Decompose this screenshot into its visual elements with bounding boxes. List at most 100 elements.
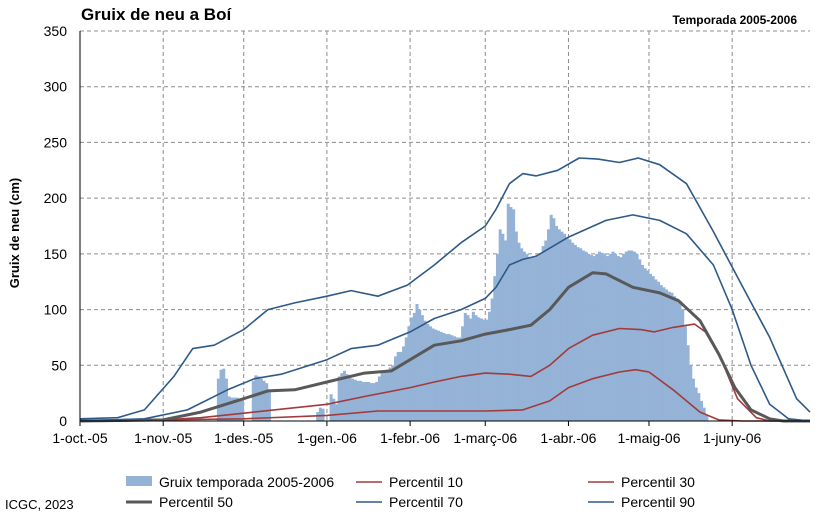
snow-depth-bar	[667, 291, 671, 421]
chart-title: Gruix de neu a Boí	[81, 5, 232, 24]
snow-depth-bar	[216, 378, 220, 421]
snow-depth-bar	[498, 229, 502, 421]
legend-swatch	[126, 476, 152, 486]
snow-depth-bar	[546, 229, 551, 421]
snow-depth-bar	[576, 247, 580, 421]
legend-label: Gruix temporada 2005-2006	[159, 474, 334, 490]
snow-depth-bar	[431, 328, 435, 421]
snow-depth-bar	[530, 257, 534, 421]
snow-depth-bar	[528, 257, 532, 421]
snow-depth-bar	[673, 296, 677, 421]
snow-depth-bar	[482, 319, 486, 421]
x-tick-label: 1-març-06	[453, 430, 517, 446]
snow-depth-bar	[600, 252, 604, 421]
snow-depth-bar	[369, 383, 373, 421]
snow-depth-bar	[439, 331, 443, 421]
snow-depth-bar	[407, 326, 411, 421]
snow-depth-bar	[442, 332, 446, 421]
snow-depth-bar	[224, 378, 228, 421]
snow-depth-bar	[635, 253, 639, 421]
snow-depth-bar	[375, 382, 379, 421]
snow-depth-bar	[571, 242, 575, 421]
legend-label: Percentil 90	[621, 494, 695, 510]
snow-depth-bar	[356, 380, 360, 421]
snow-depth-bar	[606, 256, 610, 421]
snow-depth-bar	[487, 311, 491, 421]
snow-depth-bar	[434, 329, 438, 421]
snow-depth-bar	[603, 253, 607, 421]
snow-depth-bar	[536, 256, 540, 421]
snow-depth-bar	[385, 369, 389, 421]
snow-depth-bar	[573, 244, 577, 421]
y-tick-label: 300	[44, 79, 68, 95]
snow-depth-bar	[493, 276, 497, 421]
snow-depth-bar	[436, 330, 440, 421]
y-tick-label: 150	[44, 246, 68, 262]
snow-depth-bar	[388, 367, 392, 421]
snow-depth-bar	[560, 231, 564, 421]
series-line-percentil-10	[79, 368, 810, 422]
snow-depth-bar	[399, 351, 403, 421]
snow-depth-bar	[595, 253, 599, 421]
snow-depth-bar	[396, 351, 400, 421]
snow-depth-bar	[477, 317, 481, 421]
snow-depth-bar	[410, 317, 414, 421]
snow-depth-bar	[659, 285, 663, 421]
snow-depth-bar	[538, 253, 542, 421]
snow-depth-bar	[622, 253, 626, 421]
snow-depth-bar	[520, 248, 524, 421]
snow-depth-bar	[404, 337, 408, 421]
snow-depth-bar	[608, 253, 612, 421]
snow-depth-bar	[420, 315, 424, 421]
snow-depth-bar	[646, 270, 650, 421]
snow-depth-bar	[495, 253, 500, 421]
snow-depth-bar	[353, 379, 357, 421]
snow-depth-bar	[474, 315, 478, 421]
x-tick-label: 1-abr.-06	[540, 430, 596, 446]
snow-depth-bar	[359, 380, 363, 421]
snow-depth-bar	[351, 378, 355, 421]
legend-label: Percentil 50	[159, 494, 233, 510]
snow-depth-bar	[552, 218, 556, 421]
snow-depth-bar	[372, 383, 376, 421]
snow-depth-bar	[651, 276, 655, 421]
legend-label: Percentil 10	[389, 474, 463, 490]
snow-depth-bar	[423, 320, 427, 421]
snow-depth-bar	[377, 376, 381, 421]
x-tick-label: 1-juny-06	[703, 430, 762, 446]
y-tick-label: 0	[59, 413, 67, 429]
snow-depth-bar	[662, 287, 666, 421]
snow-depth-bar	[670, 292, 674, 421]
snow-depth-bar	[533, 257, 537, 421]
snow-depth-bar	[418, 309, 422, 421]
snow-depth-bar	[230, 397, 234, 421]
snow-depth-bar	[632, 251, 636, 421]
snow-depth-bar	[466, 315, 470, 421]
snow-depth-bar	[563, 233, 567, 421]
snow-depth-bar	[699, 400, 703, 421]
x-tick-label: 1-febr.-06	[380, 430, 440, 446]
series-line-percentil-50	[79, 271, 810, 423]
snow-depth-bar	[681, 309, 685, 421]
snow-depth-bar	[238, 398, 242, 421]
snow-depth-bar	[222, 368, 226, 421]
y-tick-label: 50	[51, 357, 67, 373]
snow-depth-bar	[705, 415, 709, 421]
series-line-percentil-70	[79, 214, 811, 422]
y-tick-label: 200	[44, 190, 68, 206]
snow-depth-bar	[332, 398, 336, 421]
snow-depth-bar	[568, 239, 572, 421]
snow-depth-bar	[501, 233, 505, 421]
snow-depth-bar	[469, 318, 473, 421]
snow-depth-bar	[675, 298, 679, 421]
snow-depth-bar	[383, 370, 387, 421]
snow-depth-bar	[254, 375, 258, 421]
snow-depth-bar	[541, 246, 545, 421]
snow-depth-bar	[445, 334, 449, 421]
y-tick-label: 250	[44, 134, 68, 150]
snow-depth-bar	[412, 312, 416, 421]
snow-depth-bar	[259, 378, 263, 421]
snow-depth-bar	[426, 324, 430, 421]
snow-depth-bar	[455, 337, 459, 421]
